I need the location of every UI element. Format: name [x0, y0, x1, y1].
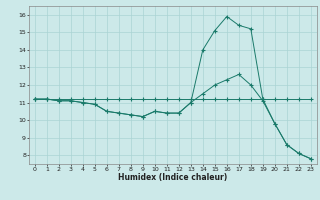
- X-axis label: Humidex (Indice chaleur): Humidex (Indice chaleur): [118, 173, 228, 182]
